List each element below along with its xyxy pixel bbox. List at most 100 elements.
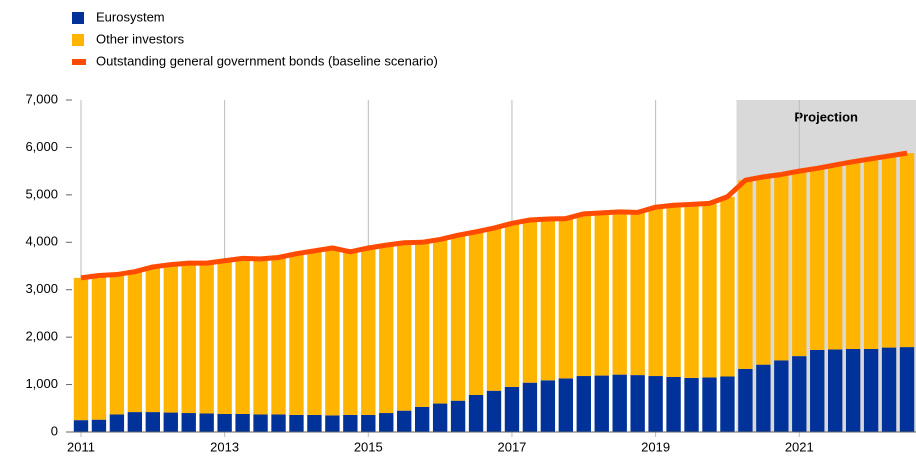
bar-segment [414, 242, 430, 407]
y-tick-label: 1,000 [25, 376, 58, 391]
bar-segment [576, 213, 591, 377]
bar-segment [127, 271, 143, 413]
legend-label: Eurosystem [96, 9, 165, 24]
bar-segment [612, 374, 627, 432]
bar-segment [163, 264, 178, 413]
x-tick-label: 2021 [785, 439, 814, 454]
bar-segment [666, 376, 681, 432]
bar-segment [720, 376, 735, 432]
y-tick-label: 4,000 [25, 234, 58, 249]
bar-segment [145, 412, 160, 432]
bar-segment [414, 406, 430, 432]
bar-segment [307, 414, 322, 432]
bar-segment [450, 235, 466, 401]
bar-segment [145, 266, 160, 413]
bar-segment [217, 260, 232, 414]
bar-segment [756, 364, 771, 432]
bar-segment [325, 415, 340, 432]
x-tick-label: 2015 [354, 439, 383, 454]
bar-segment [792, 356, 807, 432]
bar-segment [774, 174, 789, 361]
bar-segment [486, 390, 502, 432]
bar-segment [109, 414, 125, 432]
bar-segment [738, 180, 753, 369]
bar-segment [217, 413, 232, 432]
legend-swatch [72, 12, 84, 24]
bar-segment [738, 368, 753, 432]
bar-segment [468, 395, 484, 432]
y-tick-label: 6,000 [25, 139, 58, 154]
bar-segment [235, 258, 250, 414]
bar-segment [881, 347, 897, 432]
bar-segment [540, 380, 556, 432]
legend-label: Outstanding general government bonds (ba… [96, 53, 438, 68]
bar-segment [576, 376, 591, 432]
bar-segment [397, 410, 412, 432]
bar-segment [235, 413, 250, 432]
bar-segment [881, 155, 897, 348]
bar-segment [379, 413, 394, 432]
bar-segment [612, 211, 627, 375]
bar-segment [648, 376, 663, 432]
bar-segment [343, 251, 358, 415]
bar-segment [271, 414, 286, 432]
bar-segment [594, 212, 609, 376]
bar-segment [828, 349, 843, 432]
y-tick-label: 0 [51, 423, 58, 438]
bar-segment [163, 412, 178, 432]
bar-segment [756, 176, 771, 365]
bar-segment [91, 419, 107, 432]
bar-segment [863, 158, 879, 349]
bar-segment [199, 263, 214, 414]
bar-segment [307, 250, 322, 415]
y-tick-label: 3,000 [25, 281, 58, 296]
bar-segment [899, 153, 915, 348]
bar-segment [397, 242, 412, 411]
legend-swatch [72, 34, 84, 46]
bar-segment [792, 171, 807, 357]
bar-segment [810, 168, 825, 350]
y-tick-label: 5,000 [25, 186, 58, 201]
bar-segment [199, 413, 214, 432]
bar-segment [828, 164, 843, 350]
x-tick-label: 2017 [497, 439, 526, 454]
legend-label: Other investors [96, 31, 185, 46]
bar-segment [253, 258, 268, 415]
bar-segment [504, 223, 520, 387]
bar-segment [504, 386, 520, 432]
bar-segment [702, 377, 717, 432]
bar-segment [468, 231, 484, 396]
bar-segment [271, 257, 286, 415]
bar-segment [450, 400, 466, 432]
bar-segment [720, 196, 735, 377]
bar-segment [379, 245, 394, 414]
x-tick-label: 2019 [641, 439, 670, 454]
bar-segment [810, 349, 825, 432]
bar-segment [845, 349, 861, 432]
bar-segment [432, 403, 448, 432]
bar-segment [109, 274, 125, 415]
bar-segment [774, 360, 789, 432]
bar-segment [630, 212, 645, 376]
x-tick-label: 2013 [210, 439, 239, 454]
bar-segment [540, 219, 556, 381]
y-tick-label: 7,000 [25, 91, 58, 106]
bar-segment [181, 263, 196, 414]
bar-segment [325, 247, 340, 416]
bar-segment [91, 275, 107, 420]
bar-segment [594, 375, 609, 432]
bar-segment [127, 412, 143, 432]
bar-segment [522, 219, 538, 383]
bar-segment [702, 203, 717, 378]
bar-segment [630, 375, 645, 432]
projection-label: Projection [794, 109, 858, 124]
bar-segment [289, 414, 304, 432]
bar-segment [289, 253, 304, 415]
bar-segment [899, 347, 915, 432]
bar-segment [361, 247, 376, 415]
line-series [80, 150, 908, 281]
bar-segment [343, 414, 358, 432]
bar-segment [73, 420, 89, 432]
x-tick-label: 2011 [67, 439, 95, 454]
